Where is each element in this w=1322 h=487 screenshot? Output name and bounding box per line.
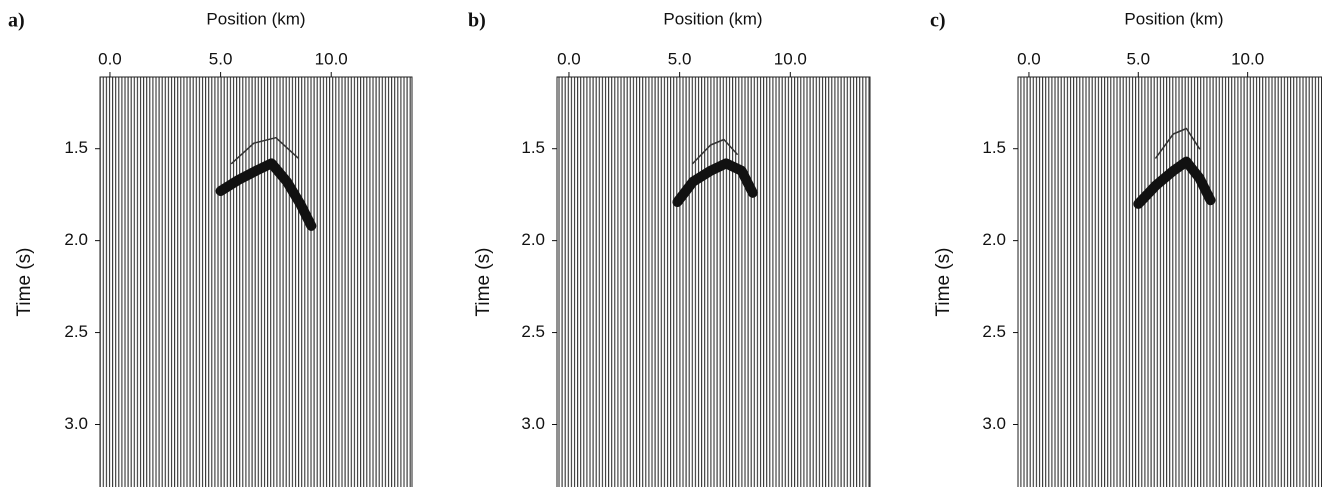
x-tick-label: 5.0 xyxy=(209,49,233,68)
panel: a) Position (km) Time (s) 0.0 5.0 10.0 1.5 2.0 2… xyxy=(8,9,413,487)
plot-area xyxy=(99,76,413,487)
y-tick-label: 2.5 xyxy=(982,322,1006,341)
reflection-event xyxy=(215,158,317,231)
x-tick-label: 0.0 xyxy=(98,49,122,68)
reflection-event xyxy=(692,138,738,165)
panel-label: b) xyxy=(468,10,486,32)
x-tick-label: 10.0 xyxy=(1231,49,1264,68)
x-tick-label: 0.0 xyxy=(557,49,581,68)
reflection-event xyxy=(672,158,758,207)
y-tick-label: 2.5 xyxy=(521,322,545,341)
y-tick-label: 3.0 xyxy=(982,414,1006,433)
plot-area xyxy=(1017,76,1322,487)
y-tick-label: 1.5 xyxy=(521,138,545,157)
y-axis-label: Time (s) xyxy=(473,248,494,317)
reflection-event xyxy=(1133,156,1216,209)
reflection-event xyxy=(230,136,299,165)
panel-label: c) xyxy=(930,10,946,32)
y-tick-label: 1.5 xyxy=(982,138,1006,157)
panel: b) Position (km) Time (s) 0.0 5.0 10.0 1.5 2.0 2… xyxy=(468,9,871,487)
y-tick-label: 2.0 xyxy=(982,230,1006,249)
y-tick-label: 3.0 xyxy=(64,414,88,433)
x-tick-label: 5.0 xyxy=(1126,49,1150,68)
y-axis-label: Time (s) xyxy=(14,248,35,317)
panel: c) Position (km) Time (s) 0.0 5.0 10.0 1.5 2.0 2… xyxy=(930,9,1322,487)
y-axis-label: Time (s) xyxy=(933,248,954,317)
y-tick-label: 3.0 xyxy=(521,414,545,433)
x-axis-label: Position (km) xyxy=(663,9,762,28)
y-tick-label: 2.0 xyxy=(64,230,88,249)
panel-label: a) xyxy=(8,10,25,32)
y-tick-label: 2.5 xyxy=(64,322,88,341)
x-tick-label: 10.0 xyxy=(774,49,807,68)
plot-area xyxy=(556,76,871,487)
y-tick-label: 2.0 xyxy=(521,230,545,249)
y-tick-label: 1.5 xyxy=(64,138,88,157)
x-tick-label: 5.0 xyxy=(668,49,692,68)
x-tick-label: 0.0 xyxy=(1017,49,1041,68)
x-tick-label: 10.0 xyxy=(315,49,348,68)
x-axis-label: Position (km) xyxy=(206,9,305,28)
x-axis-label: Position (km) xyxy=(1124,9,1223,28)
reflection-event xyxy=(1155,127,1201,159)
